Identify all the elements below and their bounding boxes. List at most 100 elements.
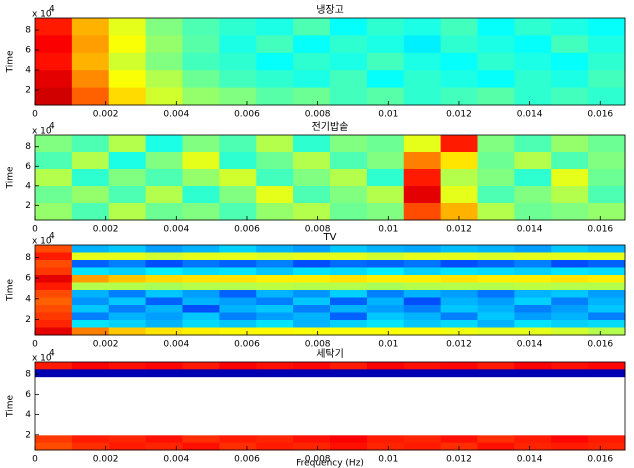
x-tick-label: 0.014 xyxy=(517,340,543,350)
heat-cell xyxy=(551,267,589,276)
y-tick-label: 8 xyxy=(25,253,31,263)
heat-cell xyxy=(71,442,110,451)
heat-cell xyxy=(588,327,626,336)
heat-cell xyxy=(71,275,110,283)
heat-cell xyxy=(514,312,552,321)
x-tick-label: 0.012 xyxy=(446,455,472,465)
heat-cell xyxy=(219,252,257,261)
heat-cell xyxy=(293,186,331,204)
heat-cell xyxy=(35,282,73,291)
heat-cell xyxy=(477,282,515,291)
heat-cell xyxy=(145,327,183,336)
heat-cell xyxy=(35,70,73,89)
heat-cell xyxy=(514,305,552,313)
heat-cell xyxy=(108,435,147,444)
y-tick-label: 8 xyxy=(25,26,31,36)
x-tick-label: 0.01 xyxy=(378,455,398,465)
heat-cell xyxy=(293,135,331,153)
heat-cell xyxy=(71,35,110,54)
heat-cell xyxy=(588,135,626,153)
heat-cell xyxy=(219,135,257,153)
heat-cell xyxy=(588,169,626,187)
heat-cell xyxy=(366,87,405,106)
heat-cell xyxy=(330,252,368,261)
heat-cell xyxy=(440,87,478,106)
x-tick-label: 0.016 xyxy=(587,455,613,465)
x-tick-label: 0.002 xyxy=(93,455,119,465)
heat-cell xyxy=(514,245,552,253)
heat-cell xyxy=(219,35,257,54)
heat-cell xyxy=(71,152,110,170)
heat-cell xyxy=(219,87,257,106)
heat-cell xyxy=(514,320,552,328)
heat-cell xyxy=(293,267,331,276)
heat-cell xyxy=(182,135,220,153)
heat-cell xyxy=(366,169,405,187)
heat-cell xyxy=(440,275,478,283)
heat-cell xyxy=(108,87,147,106)
heat-cell xyxy=(477,70,515,89)
heat-cell xyxy=(145,18,183,36)
heat-cell xyxy=(366,52,405,71)
x-tick-label: 0.004 xyxy=(163,225,189,235)
heat-cell xyxy=(330,327,368,336)
axes-frame xyxy=(34,134,626,221)
heat-cell xyxy=(71,369,110,378)
heat-cell xyxy=(256,35,294,54)
heat-cell xyxy=(551,186,589,204)
heat-cell xyxy=(403,252,442,261)
heat-cell xyxy=(293,152,331,170)
heat-cell xyxy=(514,135,552,153)
y-axis-label: Time xyxy=(6,166,16,189)
x-tick-label: 0.01 xyxy=(378,110,398,120)
heat-cell xyxy=(108,362,147,370)
heat-cell xyxy=(293,442,331,451)
heat-cell xyxy=(403,435,442,444)
heat-cell xyxy=(330,260,368,268)
x-tick-label: 0.008 xyxy=(305,455,331,465)
heat-cell xyxy=(440,169,478,187)
heat-cell xyxy=(440,203,478,221)
heat-cell xyxy=(108,18,147,36)
y-scale-label: x 10 xyxy=(32,354,52,364)
heat-cell xyxy=(108,52,147,71)
heat-cell xyxy=(477,252,515,261)
heat-cell xyxy=(219,186,257,204)
heat-cell xyxy=(588,70,626,89)
heat-cell xyxy=(293,369,331,378)
heat-cell xyxy=(366,369,405,378)
heat-cell xyxy=(551,362,589,370)
heat-cell xyxy=(219,435,257,444)
heat-cell xyxy=(330,312,368,321)
heat-cell xyxy=(514,260,552,268)
heat-cell xyxy=(71,260,110,268)
heat-cell xyxy=(182,18,220,36)
heat-cell xyxy=(588,369,626,378)
heat-cell xyxy=(330,87,368,106)
heat-cell xyxy=(71,267,110,276)
heat-cell xyxy=(477,245,515,253)
y-tick-label: 6 xyxy=(25,46,31,56)
heat-cell xyxy=(366,203,405,221)
heat-cell xyxy=(145,35,183,54)
heat-cell xyxy=(35,35,73,54)
heat-cell xyxy=(551,252,589,261)
heat-cell xyxy=(219,362,257,370)
heat-cell xyxy=(403,312,442,321)
heat-cell xyxy=(293,87,331,106)
heat-cell xyxy=(588,18,626,36)
heat-cell xyxy=(219,267,257,276)
heat-cell xyxy=(182,275,220,283)
heat-cell xyxy=(219,320,257,328)
heat-cell xyxy=(71,87,110,106)
heat-cell xyxy=(35,52,73,71)
heat-cell xyxy=(403,305,442,313)
heat-cell xyxy=(293,290,331,298)
heat-cell xyxy=(403,35,442,54)
heat-cell xyxy=(145,275,183,283)
heat-cell xyxy=(477,18,515,36)
heat-cell xyxy=(145,312,183,321)
heat-cell xyxy=(477,297,515,306)
x-tick-label: 0.002 xyxy=(93,110,119,120)
